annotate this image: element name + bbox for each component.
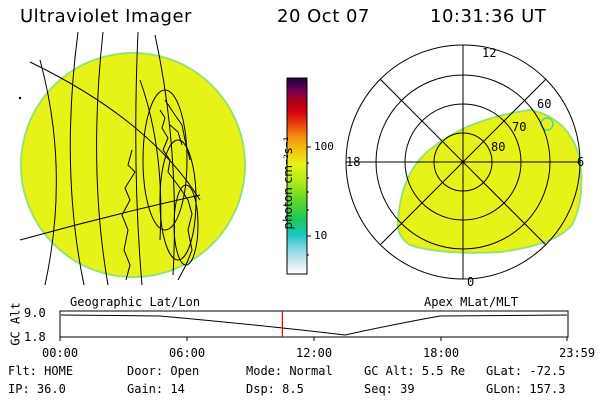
timeline-x-tick-3: 18:00 <box>423 346 460 360</box>
time-text: 10:31:36 UT <box>430 6 547 27</box>
mlt-label-0: 0 <box>467 275 475 289</box>
colorbar-gradient <box>286 77 308 275</box>
emission-oval <box>396 108 583 254</box>
left-panel-label: Geographic Lat/Lon <box>70 295 201 309</box>
info-flight: Flt: HOME <box>8 364 74 378</box>
polar-plot <box>345 44 583 280</box>
colorbar-tick-10: 10 <box>314 229 328 242</box>
info-dsp: Dsp: 8.5 <box>246 382 304 396</box>
colorbar-unit-label: photon cm⁻²s⁻¹ <box>281 136 295 230</box>
info-seq: Seq: 39 <box>364 382 415 396</box>
coastline <box>121 99 193 281</box>
timeline-x-tick-4: 23:59 <box>559 346 596 360</box>
lat-label-70: 70 <box>512 120 527 134</box>
info-glon: GLon: 157.3 <box>486 382 566 396</box>
info-mode: Mode: Normal <box>246 364 333 378</box>
timeline-y-tick-min: 1.8 <box>24 330 46 344</box>
info-door: Door: Open <box>127 364 200 378</box>
date-text: 20 Oct 07 <box>277 6 370 27</box>
colorbar <box>286 77 311 275</box>
lat-label-80: 80 <box>491 140 506 154</box>
colorbar-tick-100: 100 <box>314 140 334 153</box>
right-panel-label: Apex MLat/MLT <box>424 295 518 309</box>
mlt-label-12: 12 <box>482 46 497 60</box>
info-ip: IP: 36.0 <box>8 382 66 396</box>
timeline-x-tick-0: 00:00 <box>42 346 79 360</box>
timeline-x-tick-2: 12:00 <box>296 346 333 360</box>
info-gain: Gain: 14 <box>127 382 185 396</box>
timeline-x-tick-1: 06:00 <box>169 346 206 360</box>
polar-grid <box>345 44 581 280</box>
geographic-image <box>18 31 246 286</box>
altitude-timeline <box>59 310 569 341</box>
timeline-y-tick-max: 9.0 <box>24 306 46 320</box>
timeline-y-label: GC Alt <box>8 302 23 346</box>
mlt-label-6: 6 <box>577 155 585 169</box>
lat-label-60: 60 <box>537 97 552 111</box>
info-glat: GLat: -72.5 <box>486 364 566 378</box>
instrument-title: Ultraviolet Imager <box>20 6 192 27</box>
mlt-label-18: 18 <box>346 155 361 169</box>
emission-disk <box>20 52 246 278</box>
info-gc-alt: GC Alt: 5.5 Re <box>364 364 466 378</box>
